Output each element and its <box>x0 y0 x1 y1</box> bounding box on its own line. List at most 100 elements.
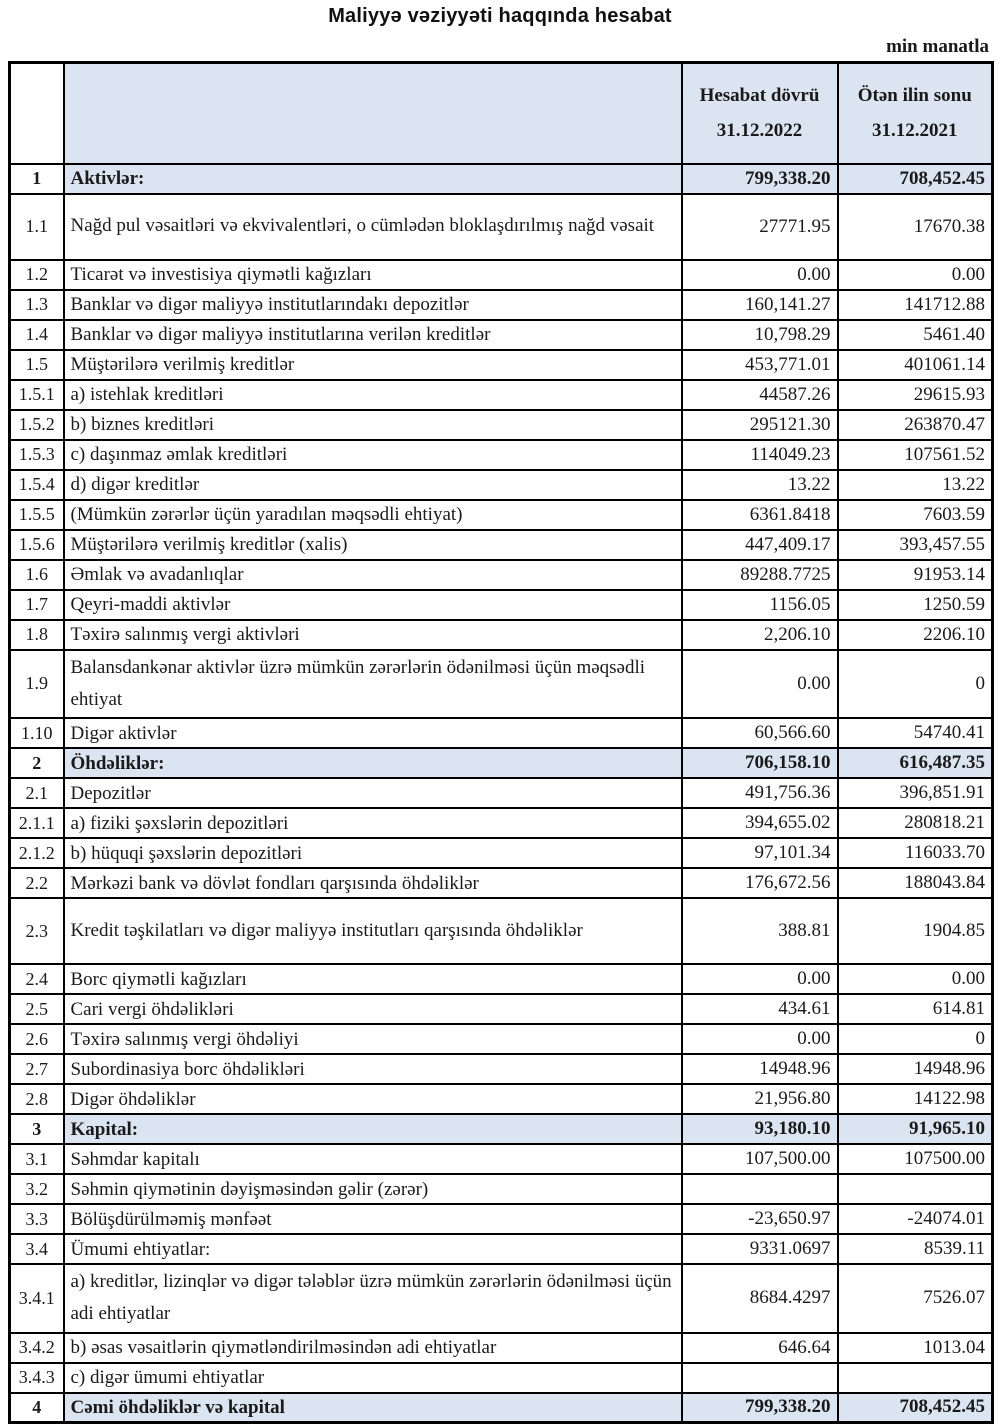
row-value-current: 491,756.36 <box>680 777 839 810</box>
row-value-current: 295121.30 <box>680 408 839 441</box>
row-value-prior: 263870.47 <box>836 408 994 441</box>
table-header: Hesabat dövrü 31.12.2022 Ötən ilin sonu … <box>8 61 994 165</box>
row-value-current: 9331.0697 <box>680 1233 839 1266</box>
row-label: c) daşınmaz əmlak kreditləri <box>62 438 683 471</box>
row-number: 2.1 <box>8 777 65 810</box>
row-label: Ümumi ehtiyatlar: <box>62 1233 683 1266</box>
row-value-prior: 116033.70 <box>836 837 994 870</box>
row-label: Banklar və digər maliyyə institutlarında… <box>62 288 683 321</box>
table-row: 1.8 Təxirə salınmış vergi aktivləri 2,206.… <box>8 618 994 651</box>
row-number: 1.1 <box>8 192 65 261</box>
table-row: 1.5.3 c) daşınmaz əmlak kreditləri 114049.… <box>8 438 994 471</box>
row-value-current: 0.00 <box>680 1023 839 1056</box>
table-row: 2.6 Təxirə salınmış vergi öhdəliyi 0.00 0 <box>8 1023 994 1056</box>
header-current-period-date: 31.12.2022 <box>716 119 803 141</box>
row-label: Səhmin qiymətinin dəyişməsindən gəlir (z… <box>62 1173 683 1206</box>
row-number: 2.7 <box>8 1053 65 1086</box>
row-label: Kredit təşkilatları və digər maliyyə ins… <box>62 897 683 966</box>
table-row: 2.1.2 b) hüquqi şəxslərin depozitləri 97,1… <box>8 837 994 870</box>
row-label: Aktivlər: <box>62 162 683 195</box>
row-value-current: 388.81 <box>680 897 839 966</box>
row-value-prior: 107561.52 <box>836 438 994 471</box>
table-row: 2.5 Cari vergi öhdəlikləri 434.61 614.81 <box>8 993 994 1026</box>
row-number: 3.4.2 <box>8 1331 65 1364</box>
row-number: 2.1.2 <box>8 837 65 870</box>
row-number: 2.5 <box>8 993 65 1026</box>
table-row: 3.4.3 c) digər ümumi ehtiyatlar <box>8 1361 994 1394</box>
row-value-prior: 14122.98 <box>836 1083 994 1116</box>
row-value-prior: 14948.96 <box>836 1053 994 1086</box>
row-number: 1.8 <box>8 618 65 651</box>
table-row: 2 Öhdəliklər: 706,158.10 616,487.35 <box>8 747 994 780</box>
row-label: Kapital: <box>62 1113 683 1146</box>
row-value-current: 8684.4297 <box>680 1263 839 1334</box>
header-current-period: Hesabat dövrü 31.12.2022 <box>680 61 839 165</box>
row-number: 1.5 <box>8 348 65 381</box>
row-value-prior: 401061.14 <box>836 348 994 381</box>
row-label: Səhmdar kapitalı <box>62 1143 683 1176</box>
row-label: Depozitlər <box>62 777 683 810</box>
row-number: 3.2 <box>8 1173 65 1206</box>
row-number: 3 <box>8 1113 65 1146</box>
table-row: 4 Cəmi öhdəliklər və kapital 799,338.20 708… <box>8 1391 994 1424</box>
table-row: 1.7 Qeyri-maddi aktivlər 1156.05 1250.59 <box>8 588 994 621</box>
table-row: 1.4 Banklar və digər maliyyə institutları… <box>8 318 994 351</box>
row-number: 2.8 <box>8 1083 65 1116</box>
row-label: Subordinasiya borc öhdəlikləri <box>62 1053 683 1086</box>
row-label: (Mümkün zərərlər üçün yaradılan məqsədli… <box>62 498 683 531</box>
row-value-current: 0.00 <box>680 258 839 291</box>
row-label: Təxirə salınmış vergi aktivləri <box>62 618 683 651</box>
row-value-prior: 614.81 <box>836 993 994 1026</box>
row-value-current: 6361.8418 <box>680 498 839 531</box>
row-value-prior: 0 <box>836 1023 994 1056</box>
row-number: 1.9 <box>8 648 65 720</box>
financial-position-table: Hesabat dövrü 31.12.2022 Ötən ilin sonu … <box>8 61 994 1424</box>
row-value-prior: 107500.00 <box>836 1143 994 1176</box>
header-description <box>62 61 683 165</box>
table-row: 1.9 Balansdankənar aktivlər üzrə mümkün z… <box>8 648 994 720</box>
row-number: 1.2 <box>8 258 65 291</box>
row-label: a) kreditlər, lizinqlər və digər tələblə… <box>62 1263 683 1334</box>
row-label: Qeyri-maddi aktivlər <box>62 588 683 621</box>
header-prior-period-date: 31.12.2021 <box>872 119 958 141</box>
row-number: 1.3 <box>8 288 65 321</box>
row-value-prior: 393,457.55 <box>836 528 994 561</box>
row-label: b) hüquqi şəxslərin depozitləri <box>62 837 683 870</box>
row-label: a) istehlak kreditləri <box>62 378 683 411</box>
row-label: c) digər ümumi ehtiyatlar <box>62 1361 683 1394</box>
row-value-prior: 7526.07 <box>836 1263 994 1334</box>
table-row: 2.2 Mərkəzi bank və dövlət fondları qarşı… <box>8 867 994 900</box>
row-value-prior: 141712.88 <box>836 288 994 321</box>
header-prior-period: Ötən ilin sonu 31.12.2021 <box>836 61 994 165</box>
table-row: 1.10 Digər aktivlər 60,566.60 54740.41 <box>8 717 994 750</box>
row-value-current: 646.64 <box>680 1331 839 1364</box>
table-row: 2.4 Borc qiymətli kağızları 0.00 0.00 <box>8 963 994 996</box>
row-number: 1.5.5 <box>8 498 65 531</box>
table-row: 3.2 Səhmin qiymətinin dəyişməsindən gəlir… <box>8 1173 994 1206</box>
row-value-prior: 17670.38 <box>836 192 994 261</box>
row-value-prior: 708,452.45 <box>836 162 994 195</box>
row-number: 1.5.3 <box>8 438 65 471</box>
row-label: Banklar və digər maliyyə institutlarına … <box>62 318 683 351</box>
row-number: 2.6 <box>8 1023 65 1056</box>
row-value-prior: 7603.59 <box>836 498 994 531</box>
row-number: 1 <box>8 162 65 195</box>
row-number: 1.5.2 <box>8 408 65 441</box>
row-number: 2.3 <box>8 897 65 966</box>
page-title: Maliyyə vəziyyəti haqqında hesabat <box>328 5 672 27</box>
row-label: Əmlak və avadanlıqlar <box>62 558 683 591</box>
header-current-period-label: Hesabat dövrü <box>699 84 820 106</box>
table-row: 1.5.2 b) biznes kreditləri 295121.30 263870… <box>8 408 994 441</box>
table-row: 3.3 Bölüşdürülməmiş mənfəət -23,650.97 -240… <box>8 1203 994 1236</box>
row-value-current: 0.00 <box>680 963 839 996</box>
row-label: Öhdəliklər: <box>62 747 683 780</box>
row-label: b) biznes kreditləri <box>62 408 683 441</box>
row-value-current: 27771.95 <box>680 192 839 261</box>
row-value-current: 1156.05 <box>680 588 839 621</box>
table-row: 1.5.5 (Mümkün zərərlər üçün yaradılan məq… <box>8 498 994 531</box>
table-row: 1.1 Nağd pul vəsaitləri və ekvivalentləri… <box>8 192 994 261</box>
table-row: 1.5 Müştərilərə verilmiş kreditlər 453,771… <box>8 348 994 381</box>
table-row: 3 Kapital: 93,180.10 91,965.10 <box>8 1113 994 1146</box>
row-value-prior: 54740.41 <box>836 717 994 750</box>
table-row: 2.8 Digər öhdəliklər 21,956.80 14122.98 <box>8 1083 994 1116</box>
